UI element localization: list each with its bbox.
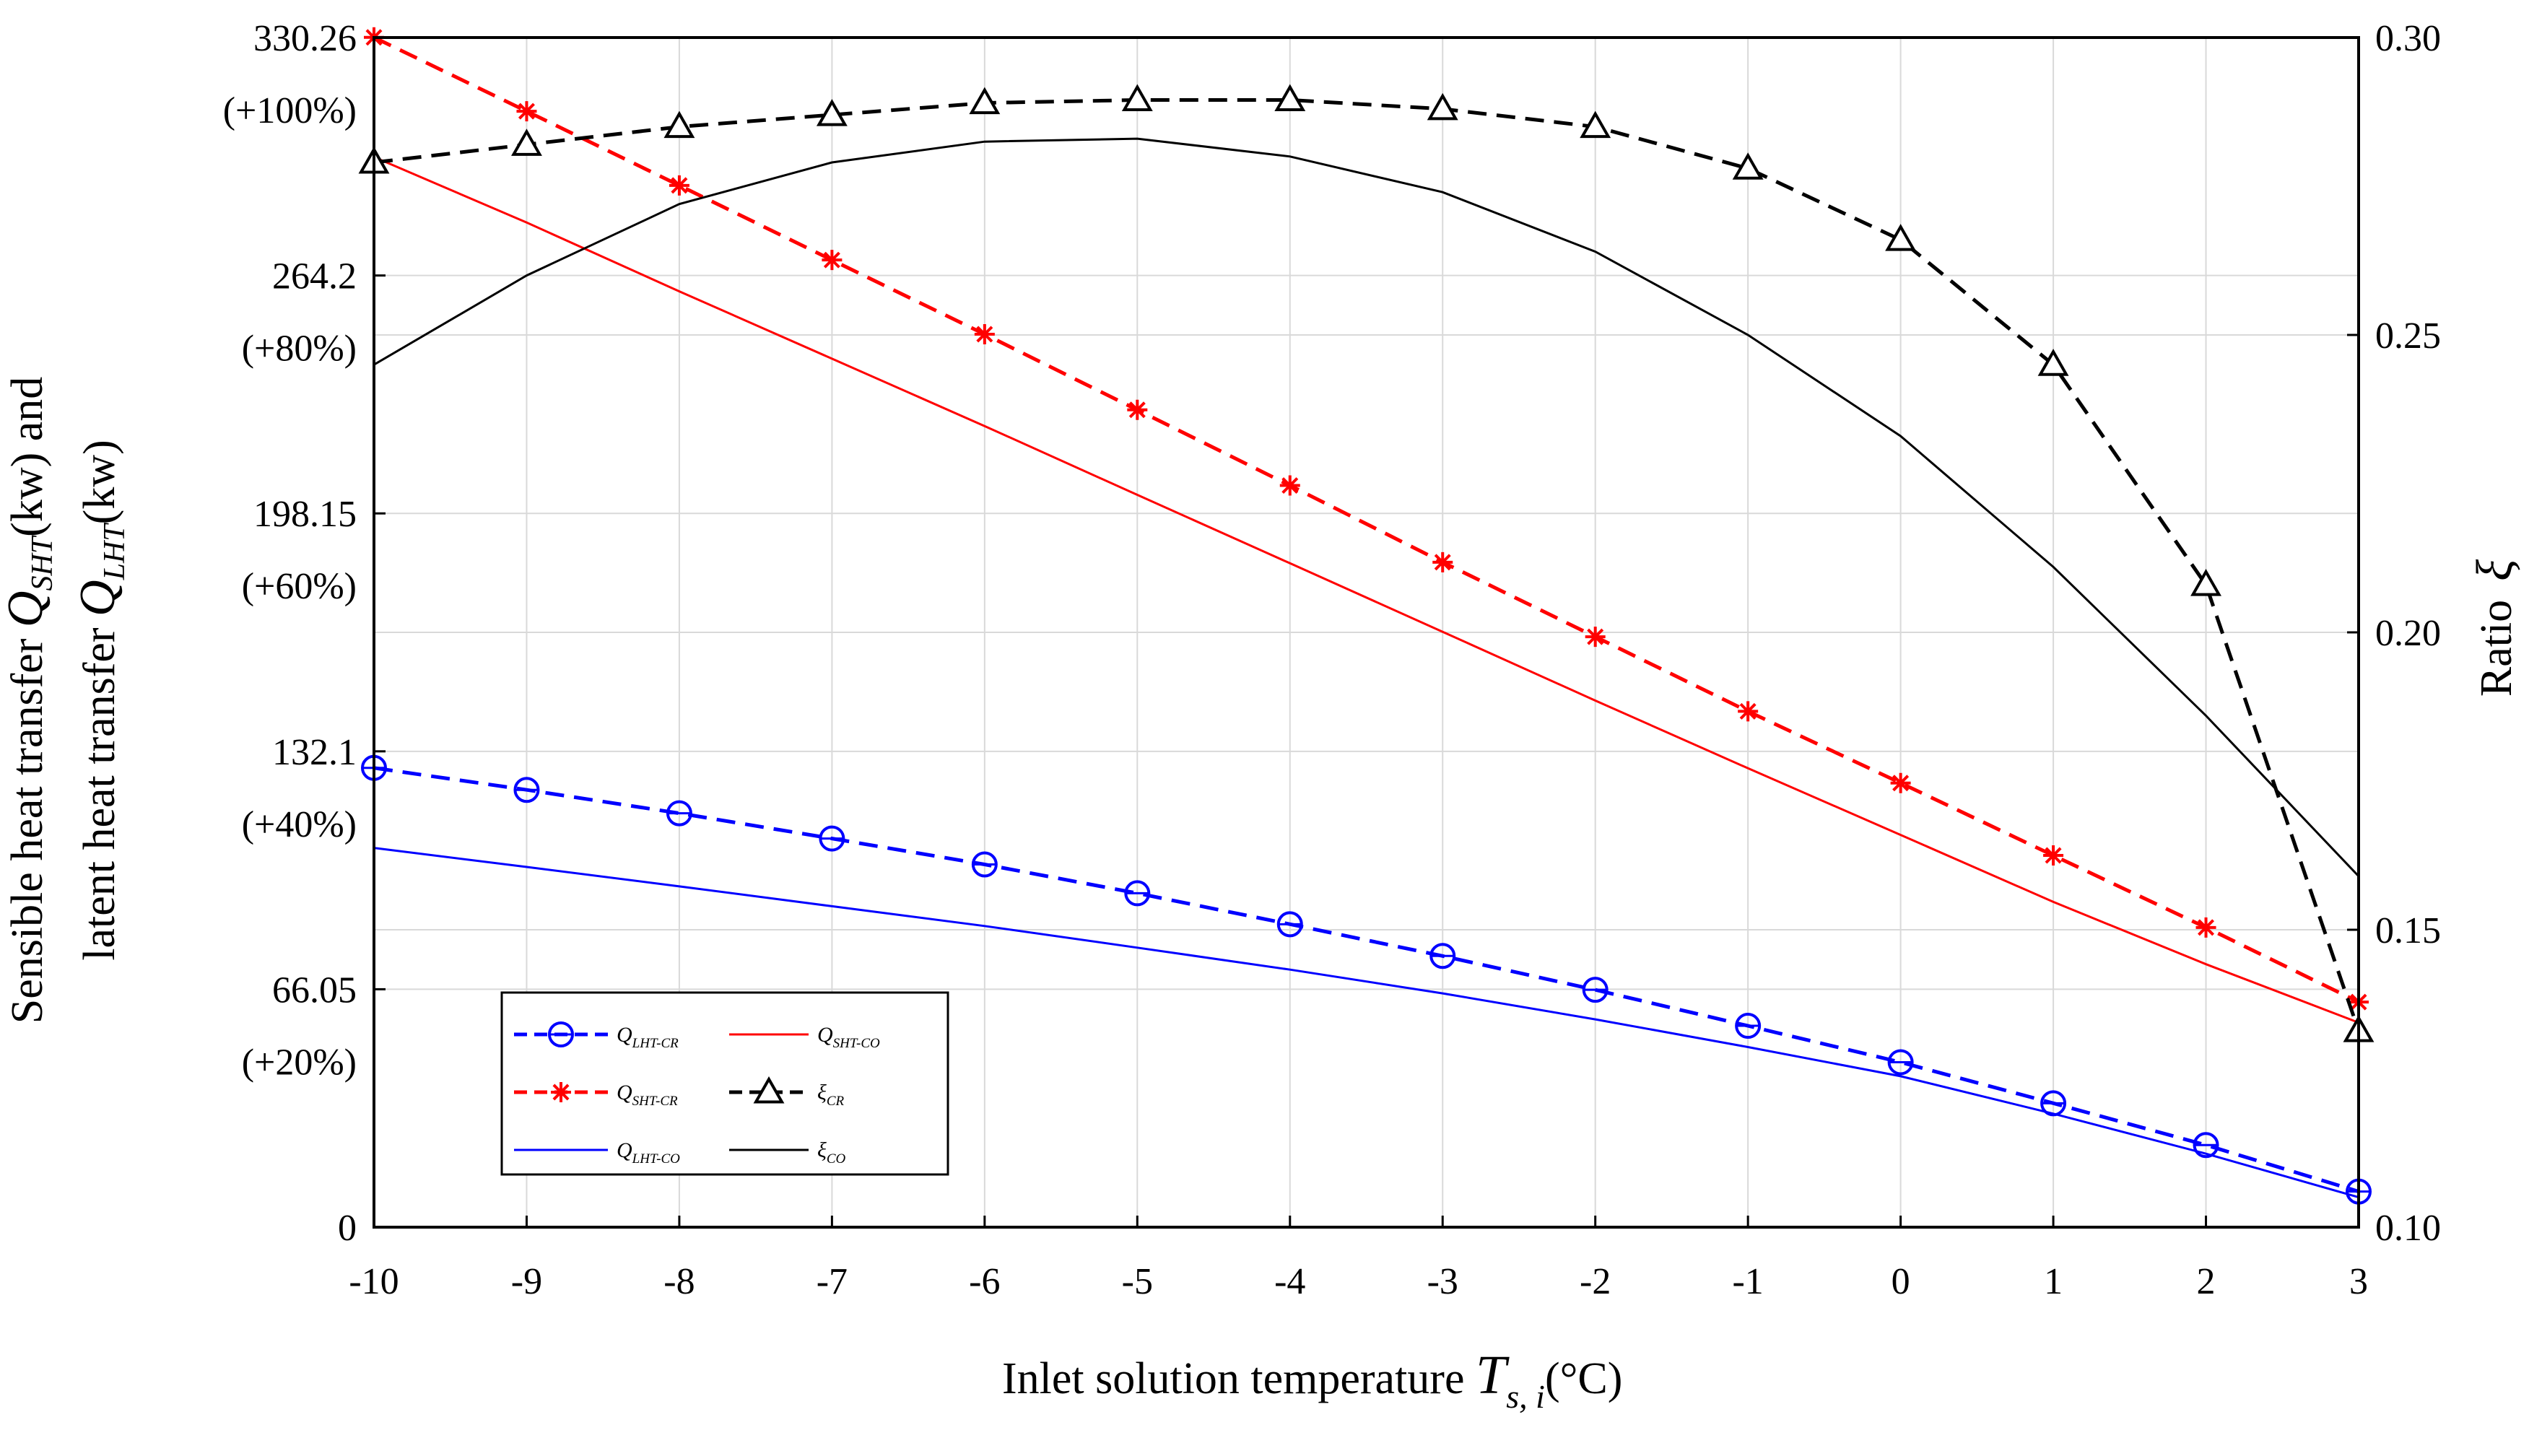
legend-label-xi_CO: ξCO	[817, 1138, 846, 1167]
point-xi_CR-triangle-marker	[1885, 224, 1917, 251]
series-line-xi_CO	[373, 137, 2360, 877]
y-left-percent-label: (+80%)	[242, 328, 357, 370]
series-line-Q_LHT-CR	[373, 766, 2359, 1193]
y-left-tick-label: 198.15	[253, 494, 357, 535]
legend-label-Q_SHT-CR: QSHT-CR	[617, 1081, 678, 1109]
legend-Q_SHT-CR-star-marker	[551, 1082, 571, 1102]
x-tick-label: -7	[817, 1261, 848, 1302]
legend-label-xi_CR: ξCR	[817, 1081, 845, 1109]
y-left-percent-label: (+60%)	[242, 566, 357, 607]
y-left-label-line1: Sensible heat transfer QSHT(kw) and	[0, 377, 59, 1024]
y-right-tick-label: 0.10	[2375, 1208, 2441, 1249]
point-Q_SHT-CR-star-marker	[1585, 627, 1606, 648]
legend-xi_CR-triangle-marker	[753, 1076, 785, 1104]
series-xi_CO	[373, 137, 2360, 877]
point-xi_CR-triangle-marker	[1580, 110, 1611, 139]
x-tick-label: 0	[1892, 1261, 1910, 1302]
series-Q_LHT-CR	[361, 754, 2372, 1205]
y-left-percent-label: (+40%)	[242, 804, 357, 845]
point-xi_CR-triangle-marker	[1274, 84, 1306, 112]
y-right-tick-label: 0.30	[2375, 18, 2441, 59]
x-tick-label: -2	[1580, 1261, 1611, 1302]
y-left-tick-label: 264.2	[272, 256, 357, 297]
x-tick-label: 3	[2349, 1261, 2368, 1302]
point-Q_SHT-CR-star-marker	[974, 323, 995, 344]
point-xi_CR-triangle-marker	[1427, 92, 1458, 121]
axes: -10 -9 -8 -7 -6 -5 -4 -3 -2 -1 0 1 2 3066.05(+20%)132…	[223, 18, 2441, 1302]
grid	[374, 38, 2359, 1227]
point-Q_SHT-CR-star-marker	[1127, 399, 1148, 420]
y-left-percent-label: (+100%)	[223, 90, 357, 131]
point-Q_SHT-CR-star-marker	[516, 101, 537, 122]
legend-label-Q_LHT-CR: QLHT-CR	[617, 1023, 679, 1051]
x-tick-label: -1	[1732, 1261, 1763, 1302]
x-axis-label: Inlet solution temperature Ts, i(°C)	[1002, 1345, 1622, 1415]
point-Q_SHT-CR-star-marker	[1890, 772, 1911, 793]
point-Q_SHT-CR-star-marker	[822, 250, 843, 271]
y-right-tick-label: 0.15	[2375, 910, 2441, 951]
y-right-label: Ratioξ	[2467, 559, 2523, 697]
series-line-xi_CR	[373, 98, 2361, 1032]
x-tick-label: 2	[2197, 1261, 2216, 1302]
point-Q_SHT-CR-star-marker	[1432, 552, 1453, 572]
series-line-Q_LHT-CO	[373, 847, 2359, 1199]
legend-label-Q_LHT-CO: QLHT-CO	[617, 1138, 680, 1167]
y-left-percent-label: (+20%)	[242, 1042, 357, 1083]
point-xi_CR-triangle-marker	[2037, 349, 2069, 376]
point-Q_SHT-CR-star-marker	[1738, 701, 1759, 722]
y-left-tick-label: 66.05	[272, 969, 357, 1011]
point-xi_CR-triangle-marker	[816, 99, 848, 126]
x-tick-label: -6	[969, 1261, 1000, 1302]
point-Q_SHT-CR-star-marker	[1279, 475, 1300, 496]
y-right-tick-label: 0.25	[2375, 315, 2441, 357]
legend: QLHT-CR QSHT-CO QSHT-CR ξCR QLHT-CO ξCO	[500, 991, 949, 1176]
series-Q_SHT-CO	[373, 156, 2359, 1024]
point-Q_SHT-CR-star-marker	[2043, 845, 2064, 866]
point-xi_CR-triangle-marker	[1121, 84, 1153, 112]
x-tick-label: -5	[1122, 1261, 1153, 1302]
y-left-tick-label: 330.26	[253, 18, 357, 59]
x-tick-label: -10	[349, 1261, 399, 1302]
series-Q_LHT-CO	[373, 847, 2359, 1199]
series-line-Q_SHT-CR	[373, 35, 2360, 1004]
point-xi_CR-triangle-marker	[2190, 569, 2221, 596]
x-tick-label: 1	[2044, 1261, 2063, 1302]
y-right-tick-label: 0.20	[2375, 613, 2441, 654]
point-Q_SHT-CR-star-marker	[2195, 917, 2216, 938]
legend-box	[500, 991, 949, 1176]
x-tick-label: -3	[1427, 1261, 1458, 1302]
x-tick-label: -4	[1274, 1261, 1305, 1302]
point-xi_CR-triangle-marker	[969, 87, 1001, 115]
y-left-tick-label: 0	[338, 1208, 357, 1249]
legend-label-Q_SHT-CO: QSHT-CO	[817, 1023, 880, 1051]
series-line-Q_SHT-CO	[373, 156, 2359, 1024]
x-tick-label: -9	[511, 1261, 542, 1302]
point-xi_CR-triangle-marker	[511, 128, 542, 156]
x-tick-label: -8	[663, 1261, 695, 1302]
y-left-label-line2: latent heat transfer QLHT(kw)	[70, 440, 131, 961]
point-xi_CR-triangle-marker	[1732, 152, 1764, 180]
point-Q_SHT-CR-star-marker	[669, 175, 689, 196]
y-left-tick-label: 132.1	[272, 732, 357, 773]
point-xi_CR-triangle-marker	[663, 110, 695, 139]
